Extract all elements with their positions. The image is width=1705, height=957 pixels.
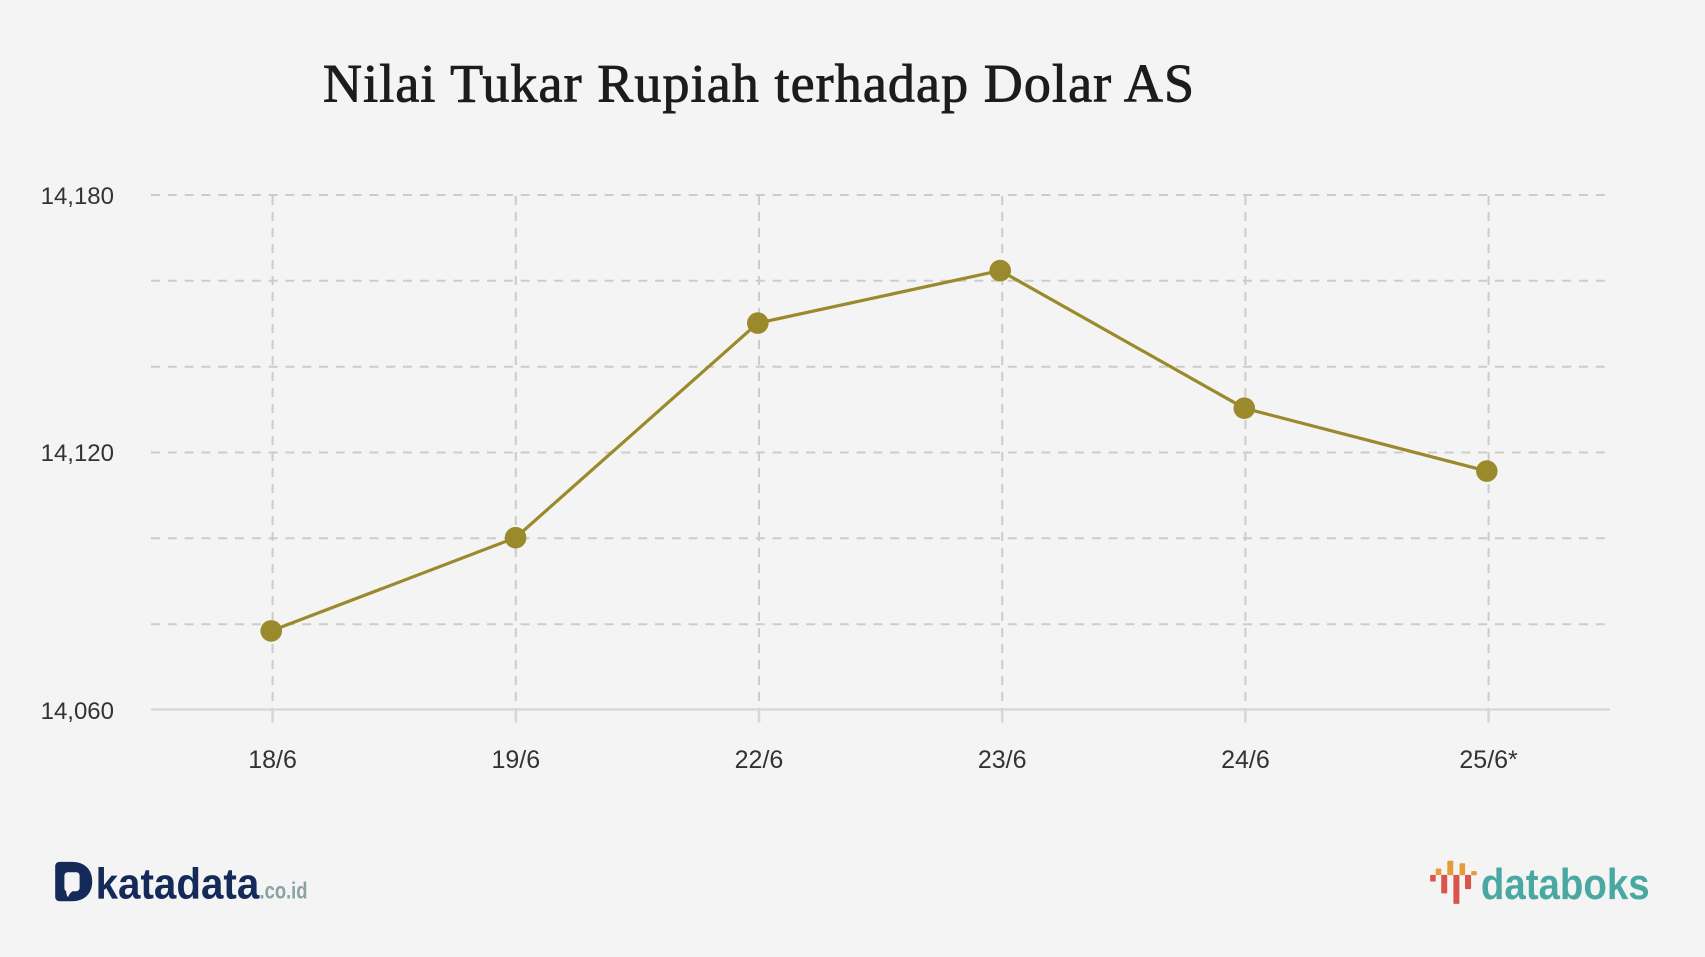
svg-text:23/6: 23/6 bbox=[978, 746, 1027, 774]
svg-text:22/6: 22/6 bbox=[735, 746, 784, 774]
svg-text:24/6: 24/6 bbox=[1221, 746, 1270, 774]
svg-text:databoks: databoks bbox=[1481, 859, 1650, 908]
svg-text:Nilai Tukar Rupiah terhadap Do: Nilai Tukar Rupiah terhadap Dolar AS bbox=[323, 54, 1194, 114]
svg-text:.co.id: .co.id bbox=[260, 879, 308, 904]
svg-text:18/6: 18/6 bbox=[248, 746, 297, 774]
svg-text:25/6*: 25/6* bbox=[1459, 746, 1518, 774]
svg-text:14,060: 14,060 bbox=[41, 698, 114, 725]
svg-text:katadata: katadata bbox=[96, 859, 260, 908]
svg-text:14,120: 14,120 bbox=[41, 440, 114, 467]
svg-text:14,180: 14,180 bbox=[41, 183, 114, 210]
svg-text:19/6: 19/6 bbox=[491, 746, 540, 774]
